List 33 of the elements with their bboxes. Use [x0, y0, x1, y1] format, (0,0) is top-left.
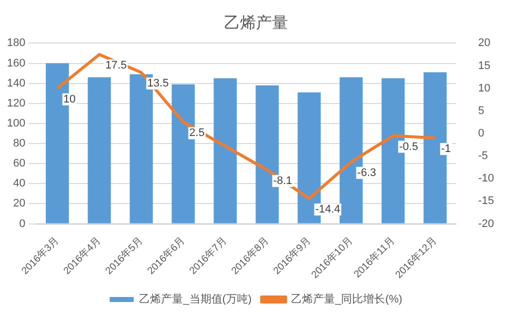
data-label: -6.3: [357, 166, 376, 179]
bar: [214, 78, 237, 224]
y2-tick-label: -5: [478, 150, 488, 162]
data-label: 10: [63, 93, 76, 106]
data-label: -0.5: [399, 140, 418, 153]
y2-tick-label: -20: [478, 218, 494, 230]
data-label: -14.4: [315, 204, 340, 216]
y-tick-label: 0: [19, 218, 26, 230]
y2-tick-label: 15: [478, 60, 490, 72]
y-tick-label: 20: [13, 198, 26, 210]
legend-label: 乙烯产量_同比增长(%): [291, 292, 402, 306]
y2-tick-label: -10: [478, 172, 494, 185]
y2-tick-label: 10: [478, 82, 490, 94]
y2-tick-label: 20: [478, 37, 490, 50]
bar: [88, 77, 111, 224]
y2-tick-label: -15: [478, 195, 494, 208]
chart-title: 乙烯产量: [224, 14, 288, 32]
y2-tick-label: 5: [478, 104, 484, 117]
data-label: -8.1: [273, 175, 292, 188]
y-tick-label: 40: [13, 178, 26, 190]
y-tick-label: 160: [6, 57, 26, 70]
data-label: 2.5: [189, 127, 205, 140]
y-tick-label: 120: [6, 97, 26, 110]
y2-tick-label: 0: [478, 128, 484, 140]
data-label: -1: [441, 143, 451, 156]
y-tick-label: 180: [6, 37, 26, 50]
y-tick-label: 140: [6, 77, 26, 90]
data-label: 17.5: [105, 60, 127, 72]
legend-label: 乙烯产量_当期值(万吨): [139, 292, 252, 306]
y-tick-label: 100: [6, 117, 26, 130]
data-label: 13.5: [147, 78, 169, 90]
y-tick-label: 60: [13, 158, 26, 170]
y-tick-label: 80: [13, 138, 26, 150]
